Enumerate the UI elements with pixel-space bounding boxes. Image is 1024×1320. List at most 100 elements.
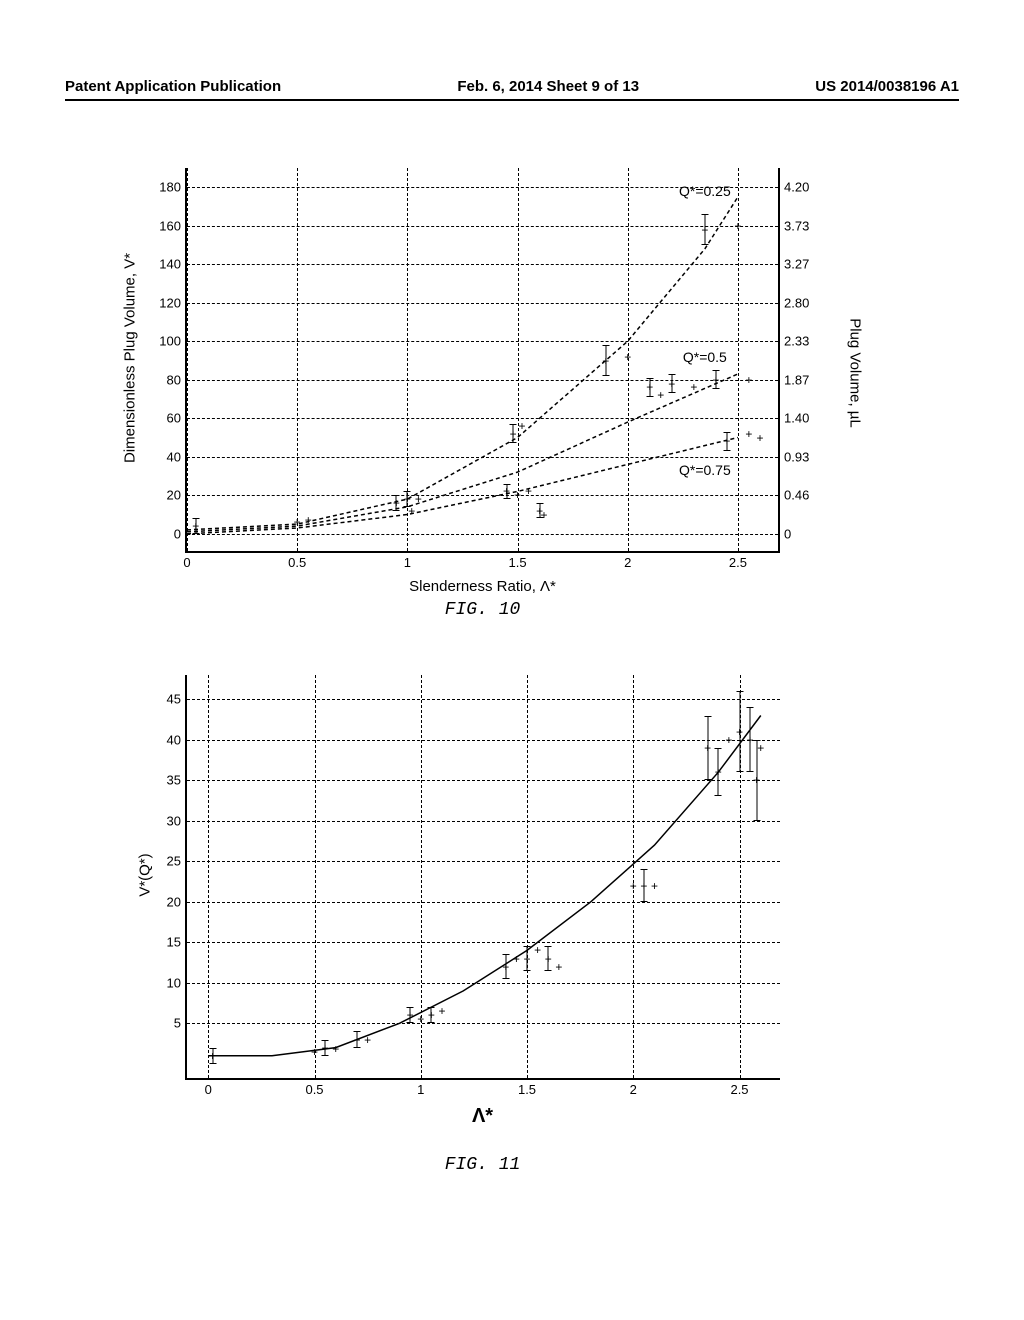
data-marker: + — [545, 952, 552, 966]
annotation: Q*=0.25 — [679, 183, 731, 199]
data-marker: + — [736, 725, 743, 739]
data-marker: + — [415, 492, 422, 506]
data-marker: + — [657, 388, 664, 402]
data-marker: + — [322, 1041, 329, 1055]
series-master — [208, 716, 761, 1056]
x-tick-label: 0 — [183, 555, 190, 570]
fig10-ylabel: Dimensionless Plug Volume, V* — [122, 253, 139, 463]
data-marker: + — [630, 879, 637, 893]
x-tick-label: 0 — [205, 1082, 212, 1097]
fig10-chart: Dimensionless Plug Volume, V* Plug Volum… — [185, 168, 780, 553]
data-marker: + — [438, 1004, 445, 1018]
y-tick-label: 60 — [167, 411, 181, 426]
data-marker: + — [756, 431, 763, 445]
series-Q025 — [187, 197, 738, 530]
y-tick-label: 160 — [159, 218, 181, 233]
y-tick-label: 100 — [159, 334, 181, 349]
data-marker: + — [518, 419, 525, 433]
x-tick-label: 0.5 — [288, 555, 306, 570]
y-tick-label: 80 — [167, 372, 181, 387]
y-tick-label: 10 — [167, 975, 181, 990]
data-marker: + — [734, 219, 741, 233]
data-marker: + — [540, 508, 547, 522]
y2-tick-label: 0 — [784, 526, 791, 541]
y2-tick-label: 1.87 — [784, 372, 809, 387]
data-marker: + — [510, 427, 517, 441]
fig10-plot-area: 02040608010012014016018000.460.931.401.8… — [185, 168, 780, 553]
data-marker: + — [407, 1008, 414, 1022]
x-tick-label: 2.5 — [729, 555, 747, 570]
x-tick-label: 1.5 — [518, 1082, 536, 1097]
y-tick-label: 40 — [167, 732, 181, 747]
y-tick-label: 20 — [167, 894, 181, 909]
series-Q075 — [187, 438, 738, 534]
y-tick-label: 0 — [174, 526, 181, 541]
data-marker: + — [704, 741, 711, 755]
y-tick-label: 180 — [159, 180, 181, 195]
x-tick-label: 1 — [404, 555, 411, 570]
data-marker: + — [523, 952, 530, 966]
fig11-caption: FIG. 11 — [445, 1155, 521, 1175]
data-marker: + — [525, 484, 532, 498]
data-marker: + — [602, 354, 609, 368]
data-marker: + — [534, 943, 541, 957]
data-marker: + — [393, 496, 400, 510]
fig11-ylabel: V*(Q*) — [137, 853, 154, 896]
y2-tick-label: 0.93 — [784, 449, 809, 464]
data-marker: + — [305, 513, 312, 527]
data-marker: + — [502, 960, 509, 974]
y2-tick-label: 3.27 — [784, 257, 809, 272]
data-marker: + — [651, 879, 658, 893]
fig11-plot-area: 5101520253035404500.511.522.5+++++++++++… — [185, 675, 780, 1080]
data-marker: + — [753, 773, 760, 787]
data-marker: + — [725, 733, 732, 747]
y2-tick-label: 3.73 — [784, 218, 809, 233]
curve-layer — [187, 675, 782, 1080]
y-tick-label: 25 — [167, 854, 181, 869]
header-right: US 2014/0038196 A1 — [815, 78, 959, 95]
data-marker: + — [428, 1008, 435, 1022]
y2-tick-label: 0.46 — [784, 488, 809, 503]
x-tick-label: 0.5 — [305, 1082, 323, 1097]
y-tick-label: 15 — [167, 935, 181, 950]
series-Q05 — [187, 374, 738, 532]
y-tick-label: 20 — [167, 488, 181, 503]
data-marker: + — [513, 952, 520, 966]
fig10-caption: FIG. 10 — [445, 600, 521, 620]
annotation: Q*=0.5 — [683, 349, 727, 365]
data-marker: + — [624, 350, 631, 364]
fig11-chart: V*(Q*) 5101520253035404500.511.522.5++++… — [185, 675, 780, 1080]
y-tick-label: 30 — [167, 813, 181, 828]
x-tick-label: 2.5 — [730, 1082, 748, 1097]
y2-tick-label: 2.33 — [784, 334, 809, 349]
data-marker: + — [294, 515, 301, 529]
y2-tick-label: 1.40 — [784, 411, 809, 426]
data-marker: + — [209, 1049, 216, 1063]
data-marker: + — [745, 427, 752, 441]
data-marker: + — [690, 380, 697, 394]
header-left: Patent Application Publication — [65, 78, 281, 95]
x-tick-label: 2 — [624, 555, 631, 570]
data-marker: + — [701, 223, 708, 237]
data-marker: + — [646, 380, 653, 394]
fig10-y2label: Plug Volume, µL — [847, 318, 864, 428]
data-marker: + — [364, 1033, 371, 1047]
y-tick-label: 45 — [167, 692, 181, 707]
data-marker: + — [417, 1012, 424, 1026]
x-tick-label: 1 — [417, 1082, 424, 1097]
fig10-xlabel: Slenderness Ratio, Λ* — [409, 578, 556, 595]
data-marker: + — [715, 765, 722, 779]
data-marker: + — [668, 377, 675, 391]
data-marker: + — [555, 960, 562, 974]
data-marker: + — [503, 484, 510, 498]
page-header: Patent Application Publication Feb. 6, 2… — [65, 78, 959, 101]
data-marker: + — [745, 373, 752, 387]
fig11-xlabel: Λ* — [472, 1105, 493, 1128]
data-marker: + — [332, 1042, 339, 1056]
x-tick-label: 1.5 — [509, 555, 527, 570]
header-center: Feb. 6, 2014 Sheet 9 of 13 — [457, 78, 639, 95]
x-tick-label: 2 — [630, 1082, 637, 1097]
y2-tick-label: 2.80 — [784, 295, 809, 310]
data-marker: + — [353, 1033, 360, 1047]
data-marker: + — [712, 373, 719, 387]
